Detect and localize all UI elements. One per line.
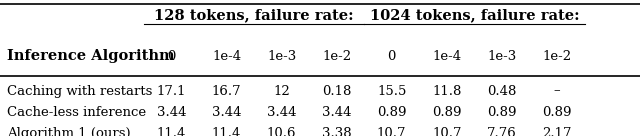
Text: 1e-4: 1e-4 [212,50,241,63]
Text: 2.17: 2.17 [542,127,572,136]
Text: 1024 tokens, failure rate:: 1024 tokens, failure rate: [370,8,579,22]
Text: Cache-less inference: Cache-less inference [7,106,147,119]
Text: 1e-3: 1e-3 [267,50,296,63]
Text: 0: 0 [387,50,396,63]
Text: 3.44: 3.44 [322,106,351,119]
Text: 15.5: 15.5 [377,85,406,98]
Text: 0.89: 0.89 [542,106,572,119]
Text: 17.1: 17.1 [157,85,186,98]
Text: Inference Algorithm: Inference Algorithm [7,50,175,63]
Text: 0.48: 0.48 [487,85,516,98]
Text: 12: 12 [273,85,290,98]
Text: 3.44: 3.44 [267,106,296,119]
Text: 1e-2: 1e-2 [543,50,572,63]
Text: 11.8: 11.8 [432,85,461,98]
Text: 3.44: 3.44 [212,106,241,119]
Text: 0.89: 0.89 [432,106,461,119]
Text: –: – [554,85,561,98]
Text: 0: 0 [167,50,176,63]
Text: 1e-4: 1e-4 [432,50,461,63]
Text: 0.89: 0.89 [377,106,406,119]
Text: 0.89: 0.89 [487,106,516,119]
Text: 7.76: 7.76 [487,127,516,136]
Text: 128 tokens, failure rate:: 128 tokens, failure rate: [154,8,354,22]
Text: 10.6: 10.6 [267,127,296,136]
Text: 3.44: 3.44 [157,106,186,119]
Text: 11.4: 11.4 [157,127,186,136]
Text: Caching with restarts: Caching with restarts [7,85,152,98]
Text: 10.7: 10.7 [377,127,406,136]
Text: 1e-3: 1e-3 [487,50,516,63]
Text: Algorithm 1 (ours): Algorithm 1 (ours) [7,127,131,136]
Text: 0.18: 0.18 [322,85,351,98]
Text: 11.4: 11.4 [212,127,241,136]
Text: 3.38: 3.38 [322,127,351,136]
Text: 16.7: 16.7 [212,85,241,98]
Text: 10.7: 10.7 [432,127,461,136]
Text: 1e-2: 1e-2 [322,50,351,63]
